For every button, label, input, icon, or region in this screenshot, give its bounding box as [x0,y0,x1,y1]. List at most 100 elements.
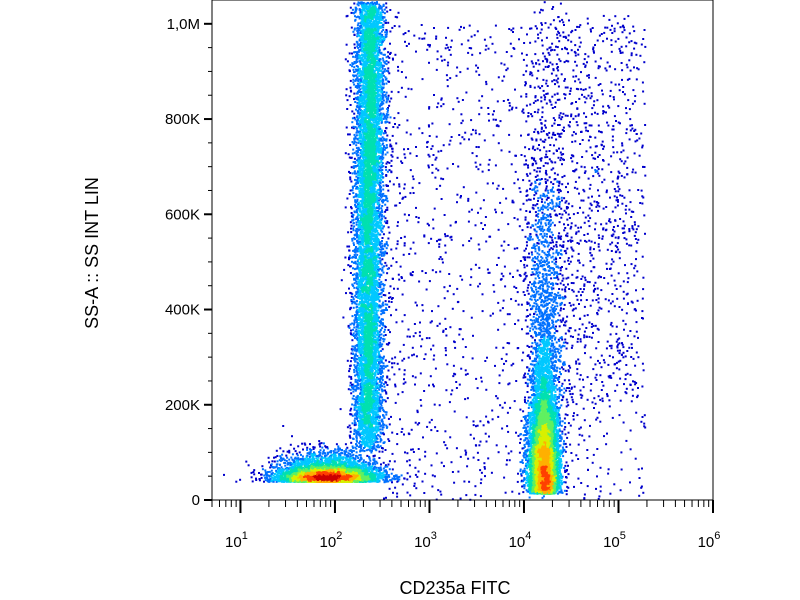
event-dot [424,472,427,475]
event-dot [334,456,337,459]
event-dot [270,475,273,478]
event-dot [359,474,362,477]
event-dot [334,453,337,455]
event-dot [284,464,287,467]
event-dot [283,474,286,477]
event-dot [268,461,271,464]
event-dot [288,471,290,474]
event-dot [301,455,304,458]
event-dot [318,451,321,453]
event-dot [268,479,271,482]
event-dot [359,466,362,469]
event-dot [364,466,367,469]
event-dot [270,463,273,466]
event-dot [269,466,272,469]
event-dot [334,462,337,465]
event-dot [291,467,294,470]
event-dot [260,476,263,479]
event-dot [388,460,391,463]
event-dot [358,470,361,473]
event-dot [326,461,329,464]
event-dot [313,451,315,454]
event-dot [384,464,387,467]
event-dot [270,465,273,468]
event-dot [307,462,310,465]
event-dot [306,462,309,465]
event-dot [324,459,327,462]
event-dot [339,448,341,451]
event-dot [357,457,360,459]
event-dot [285,459,288,462]
event-dot [388,468,391,471]
event-dot [303,463,306,466]
event-dot [335,443,338,446]
event-dot [290,456,293,459]
event-dot [352,456,354,459]
event-dot [277,476,280,479]
event-dot [322,442,325,445]
event-dot [279,447,282,450]
event-dot [271,476,274,479]
event-dot [321,452,324,455]
event-dot [351,449,354,452]
event-dot [311,457,314,460]
event-dot [333,461,336,464]
event-dot [324,445,327,448]
event-dot [386,476,389,479]
event-dot [328,451,331,454]
event-dot [408,464,411,467]
event-dot [311,467,314,470]
event-dot [284,467,287,470]
event-dot [326,451,329,454]
event-dot [318,454,321,457]
event-dot [304,443,307,446]
event-dot [393,478,396,481]
event-dot [305,463,308,466]
event-dot [277,472,280,474]
event-dot [342,456,345,459]
event-dot [289,477,291,480]
event-dot [338,462,341,465]
event-dot [347,454,350,457]
event-dot [263,480,265,483]
event-dot [294,461,297,464]
event-dot [283,478,286,481]
event-dot [371,473,374,475]
event-dot [396,480,399,483]
event-dot [245,460,248,463]
event-dot [269,477,272,480]
event-dot [265,476,268,479]
event-dot [342,462,345,464]
event-dot [334,468,337,471]
event-dot [283,459,286,462]
event-dot [335,469,338,472]
event-dot [292,468,295,471]
event-dot [272,466,275,469]
event-dot [286,466,289,469]
event-dot [339,457,342,460]
event-dot [267,480,270,483]
event-dot [373,474,376,476]
event-dot [400,474,403,477]
event-dot [273,456,275,459]
event-dot [295,464,298,467]
event-dot [340,451,343,454]
event-dot [390,472,393,475]
event-dot [350,457,353,460]
event-dot [346,454,348,457]
event-dot [336,451,339,454]
event-dot [318,440,321,443]
event-dot [349,464,352,467]
event-dot [355,451,358,454]
event-dot [274,456,277,459]
event-dot [289,467,292,470]
event-dot [260,473,262,476]
event-dot [313,446,316,449]
event-dot [379,472,382,475]
event-dot [258,478,261,480]
event-dot [345,459,348,462]
event-dot [273,460,276,463]
event-dot [277,479,280,482]
event-dot [271,460,274,463]
event-dot [280,466,283,469]
